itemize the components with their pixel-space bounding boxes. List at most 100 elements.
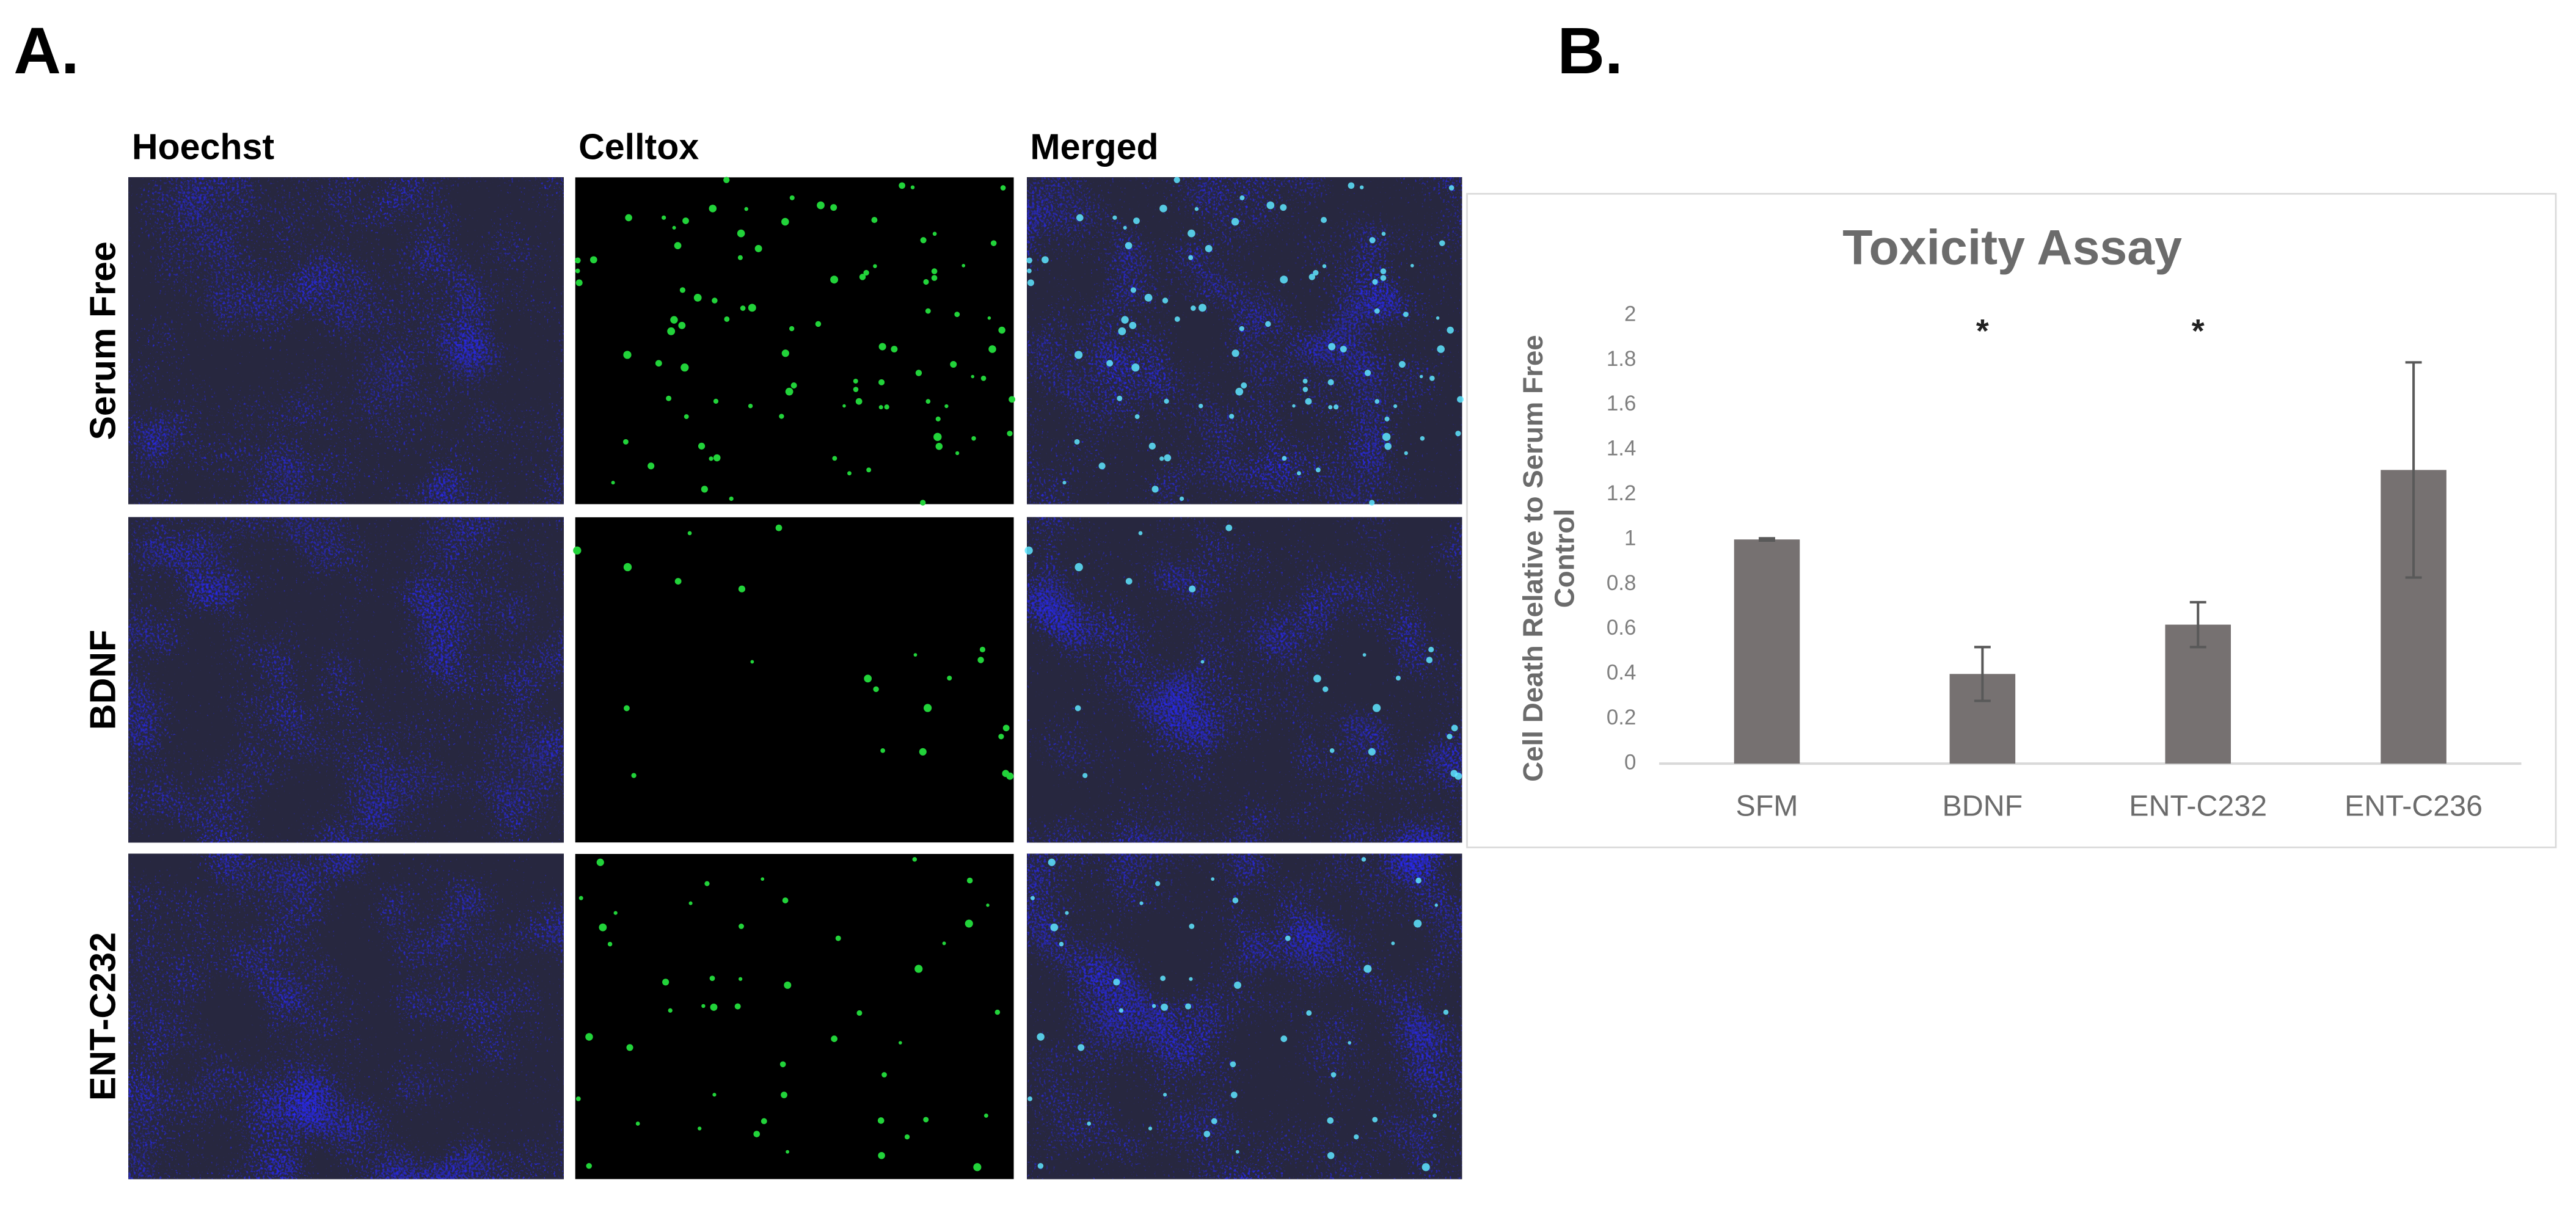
cell-dot [830, 275, 839, 284]
cell-dot [709, 456, 713, 461]
cell-dot [1428, 646, 1434, 652]
cell-dot [739, 924, 744, 929]
cell-dot [1384, 416, 1390, 421]
cell-dot [631, 773, 637, 778]
x-tick-label: BDNF [1943, 789, 2023, 822]
cell-dot [1189, 924, 1195, 929]
cell-dot [1323, 686, 1329, 693]
cell-dot [899, 182, 905, 189]
cell-dot [980, 375, 987, 381]
cell-dot [1305, 398, 1312, 405]
cell-dot [668, 1008, 673, 1013]
cell-dot [786, 1150, 790, 1154]
cell-dot [1447, 734, 1453, 740]
x-tick-label: ENT-C232 [2129, 789, 2267, 822]
cell-dot [1151, 1004, 1156, 1008]
cell-dot [1082, 773, 1088, 778]
cell-dot [1232, 897, 1239, 903]
cell-dot [919, 748, 927, 756]
cell-dot [734, 1003, 741, 1010]
cell-dot [1398, 361, 1406, 368]
cell-dot [1121, 316, 1129, 324]
cell-dot [1027, 268, 1032, 274]
cell-dot [923, 279, 929, 285]
cell-dot [1419, 374, 1423, 379]
cell-dot [1321, 217, 1327, 224]
significance-marker: * [2192, 313, 2205, 349]
cell-dot [1037, 1033, 1045, 1041]
cell-dot [1191, 305, 1196, 311]
cell-dot [1007, 431, 1013, 437]
cell-dot [687, 531, 692, 536]
cell-dot [880, 748, 885, 753]
cell-dot [666, 395, 672, 401]
cell-dot [1315, 467, 1321, 473]
cell-dot [971, 374, 974, 379]
cell-dot [1050, 923, 1059, 932]
cell-dot [878, 405, 883, 410]
cell-dot [998, 734, 1004, 740]
cell-dot [1164, 454, 1172, 462]
cell-dot [1205, 245, 1213, 252]
cell-dot [1369, 237, 1376, 244]
cell-dot [1348, 1041, 1352, 1045]
column-label: Merged [1030, 126, 1158, 167]
cell-dot [1381, 232, 1386, 236]
cell-dot [682, 217, 689, 224]
micrograph [1027, 853, 1462, 1180]
cell-dot [923, 1117, 929, 1123]
cell-dot [1075, 563, 1083, 572]
cell-dot [1364, 370, 1371, 376]
cell-dot [1448, 185, 1454, 191]
cell-dot [1027, 279, 1034, 286]
cell-dot [688, 901, 693, 905]
cell-dot [1230, 1092, 1238, 1098]
cell-dot [988, 345, 996, 353]
cell-dot [684, 414, 689, 419]
cell-dot [994, 1009, 1001, 1015]
cell-dot [920, 500, 926, 506]
cell-dot [585, 1033, 593, 1041]
cell-dot [915, 370, 922, 376]
cell-dot [931, 275, 938, 281]
cell-dot [781, 217, 789, 226]
cell-dot [1327, 1151, 1335, 1159]
y-tick-label: 0.2 [1607, 706, 1636, 729]
micrograph [128, 517, 564, 843]
cell-dot [623, 563, 632, 572]
cell-dot [914, 965, 923, 973]
cell-dot [1160, 975, 1166, 981]
cell-dot [698, 442, 706, 450]
cell-dot [1087, 1121, 1092, 1126]
cell-dot [853, 378, 858, 384]
cell-dot [1391, 941, 1395, 946]
cell-dot [847, 471, 852, 476]
cell-dot [859, 274, 866, 280]
cell-dot [709, 205, 717, 213]
cell-dot [596, 858, 604, 866]
error-bar [1759, 537, 1775, 542]
cell-dot [1059, 941, 1064, 947]
cell-dot [578, 895, 583, 900]
cell-dot [912, 857, 918, 862]
cell-dot [817, 201, 825, 210]
cell-dot [1131, 363, 1140, 372]
cell-dot [701, 486, 708, 493]
cell-dot [1328, 405, 1333, 410]
cell-dot [779, 1061, 786, 1068]
cell-dot [655, 360, 662, 367]
cell-dot [1231, 217, 1239, 226]
cell-dot [935, 416, 941, 421]
cell-dot [1393, 404, 1398, 409]
cell-dot [1382, 432, 1391, 441]
cell-dot [1211, 877, 1215, 881]
cell-dot [853, 387, 859, 392]
cell-dot [1062, 481, 1067, 485]
cell-dot [973, 1163, 982, 1172]
cell-dot [680, 363, 689, 372]
cell-dot [933, 432, 942, 441]
cell-dot [990, 240, 997, 246]
cell-dot [1235, 387, 1244, 396]
cell-dot [944, 404, 949, 409]
cell-dot [878, 343, 886, 351]
